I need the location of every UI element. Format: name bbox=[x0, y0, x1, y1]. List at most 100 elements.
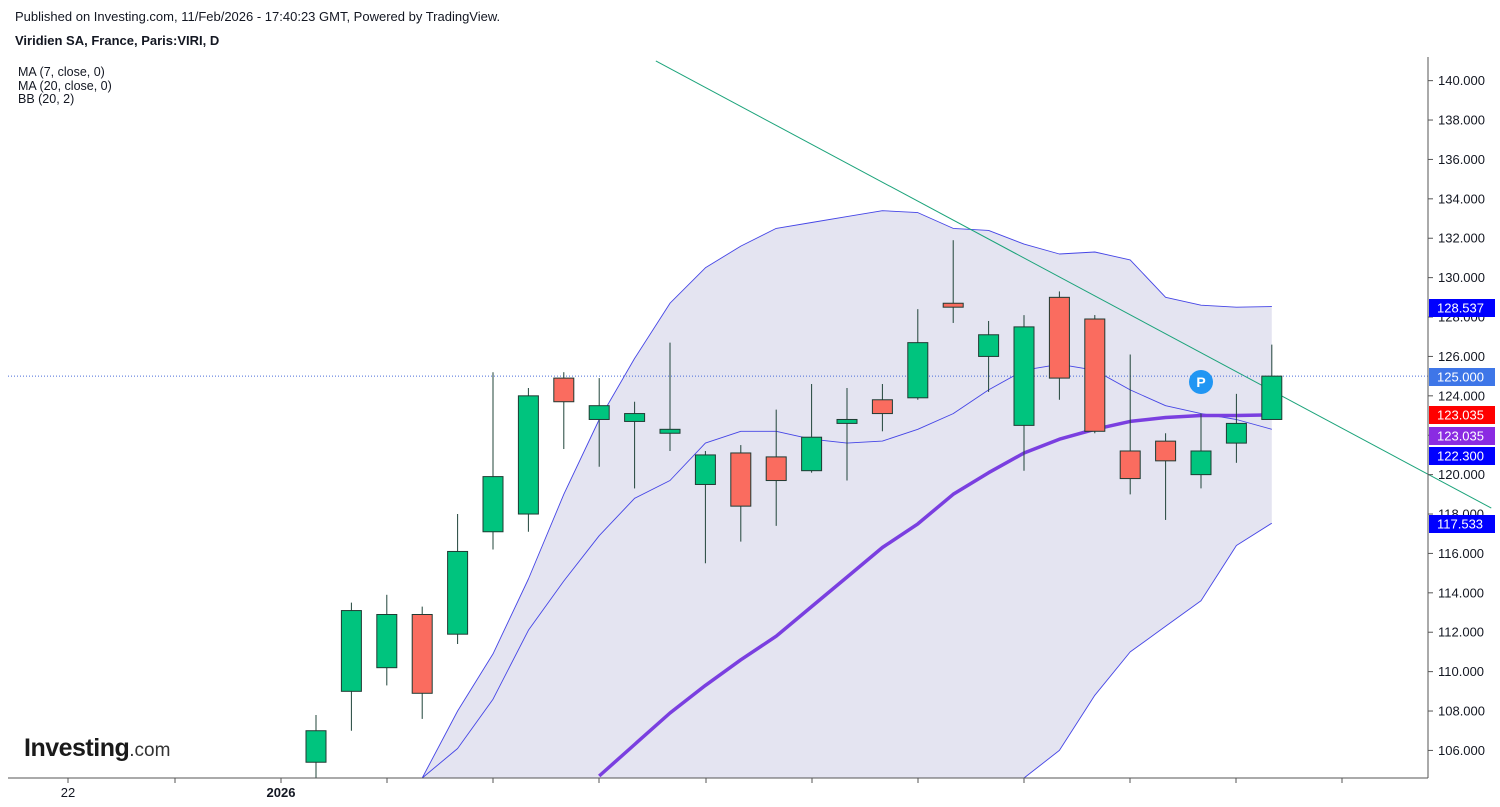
candle bbox=[482, 372, 504, 550]
price-tags: 128.537 125.000 123.035 123.035 122.300 117.5… bbox=[1429, 299, 1495, 533]
investing-logo: Investing.com bbox=[24, 734, 171, 762]
y-tick-label: 120.000 bbox=[1438, 467, 1485, 482]
published-caption: Published on Investing.com, 11/Feb/2026 … bbox=[15, 9, 501, 24]
candle bbox=[305, 714, 327, 778]
candle bbox=[1261, 344, 1283, 420]
candle-body bbox=[836, 418, 858, 424]
candle-body bbox=[553, 377, 575, 403]
price-tag-label: 128.537 bbox=[1437, 301, 1484, 316]
candle-body bbox=[376, 613, 398, 669]
candle-body bbox=[447, 550, 469, 635]
candle-body bbox=[588, 405, 610, 420]
y-tick-label: 138.000 bbox=[1438, 113, 1485, 128]
price-tag-bg bbox=[1429, 515, 1495, 533]
candle-body bbox=[305, 730, 327, 763]
candle bbox=[588, 378, 610, 467]
candle-body bbox=[1261, 375, 1283, 420]
legend-bb[interactable]: BB (20, 2) bbox=[18, 92, 75, 106]
y-tick-label: 106.000 bbox=[1438, 743, 1485, 758]
price-tag-bg bbox=[1429, 299, 1495, 317]
price-tag-label: 122.300 bbox=[1437, 449, 1484, 464]
marker-circle bbox=[1189, 370, 1213, 394]
candle-body bbox=[517, 395, 539, 515]
candle bbox=[553, 372, 575, 450]
y-tick-label: 114.000 bbox=[1438, 585, 1484, 600]
price-tag-bg bbox=[1429, 406, 1495, 424]
price-tag: 123.035 bbox=[1429, 427, 1495, 445]
candle-body bbox=[765, 456, 787, 482]
y-tick-label: 132.000 bbox=[1438, 231, 1485, 246]
candle-body bbox=[1190, 450, 1212, 476]
candle bbox=[447, 514, 469, 645]
y-tick-label: 140.000 bbox=[1438, 73, 1485, 88]
y-tick-label: 108.000 bbox=[1438, 704, 1485, 719]
trend-line bbox=[655, 60, 1492, 509]
price-tag-label: 117.533 bbox=[1437, 517, 1483, 532]
indicator-legend: MA (7, close, 0) MA (20, close, 0) BB (2… bbox=[18, 65, 112, 107]
x-tick-label: 2026 bbox=[267, 785, 296, 800]
x-tick-label: 22 bbox=[61, 785, 75, 800]
price-tag-label: 123.035 bbox=[1437, 408, 1484, 423]
price-tag-bg bbox=[1429, 427, 1495, 445]
candle bbox=[694, 450, 716, 564]
candle-body bbox=[1013, 326, 1035, 426]
bollinger-fill bbox=[422, 210, 1272, 778]
candle bbox=[978, 320, 1000, 392]
candle bbox=[1190, 413, 1212, 489]
candle bbox=[801, 384, 823, 473]
candle-body bbox=[907, 342, 929, 399]
legend-ma7[interactable]: MA (7, close, 0) bbox=[18, 65, 105, 79]
candle bbox=[836, 387, 858, 481]
bb-fill-area bbox=[422, 210, 1272, 778]
price-tag-bg bbox=[1429, 447, 1495, 465]
candle-body bbox=[1155, 440, 1177, 462]
y-tick-label: 112.000 bbox=[1438, 625, 1484, 640]
price-tag: 123.035 bbox=[1429, 406, 1495, 424]
candle-body bbox=[624, 413, 646, 422]
candle-body bbox=[1119, 450, 1141, 480]
candle bbox=[730, 445, 752, 542]
price-tag: 128.537 bbox=[1429, 299, 1495, 317]
trendline-segment bbox=[655, 60, 1492, 509]
candle bbox=[1119, 354, 1141, 495]
price-tag-label: 123.035 bbox=[1437, 429, 1484, 444]
candle bbox=[1225, 393, 1247, 463]
candle-body bbox=[871, 399, 893, 415]
legend-ma20[interactable]: MA (20, close, 0) bbox=[18, 78, 112, 93]
ma20-polyline bbox=[598, 413, 1272, 778]
candle bbox=[624, 401, 646, 489]
axes: 106.000 108.000 110.000 112.000 114.000 116.0… bbox=[8, 57, 1485, 800]
candle bbox=[340, 602, 362, 731]
bb-lower-line bbox=[1023, 522, 1273, 779]
candle bbox=[659, 342, 681, 451]
candle-body bbox=[978, 334, 1000, 357]
candle bbox=[411, 606, 433, 719]
candle-body bbox=[411, 613, 433, 694]
candles bbox=[305, 240, 1283, 778]
candle-body bbox=[659, 428, 681, 434]
price-tag: 117.533 bbox=[1429, 515, 1495, 533]
candle bbox=[1013, 315, 1035, 471]
candle bbox=[376, 594, 398, 686]
ma20-line bbox=[598, 413, 1272, 778]
candle-body bbox=[1225, 422, 1247, 444]
candle bbox=[1048, 291, 1070, 400]
candle bbox=[871, 384, 893, 432]
bb-upper-line bbox=[421, 210, 1272, 779]
candle-body bbox=[730, 452, 752, 507]
y-tick-label: 126.000 bbox=[1438, 349, 1485, 364]
candle bbox=[765, 409, 787, 526]
candle bbox=[1155, 433, 1177, 520]
price-tag: 122.300 bbox=[1429, 447, 1495, 465]
candle-body bbox=[482, 476, 504, 533]
price-tag-bg bbox=[1429, 368, 1495, 386]
y-tick-label: 116.000 bbox=[1438, 546, 1484, 561]
y-tick-label: 130.000 bbox=[1438, 270, 1485, 285]
candle bbox=[907, 309, 929, 400]
candle-body bbox=[340, 610, 362, 692]
candle bbox=[517, 387, 539, 532]
y-tick-label: 110.000 bbox=[1438, 664, 1484, 679]
candle-body bbox=[1048, 296, 1070, 379]
price-tag-label: 125.000 bbox=[1437, 370, 1484, 385]
